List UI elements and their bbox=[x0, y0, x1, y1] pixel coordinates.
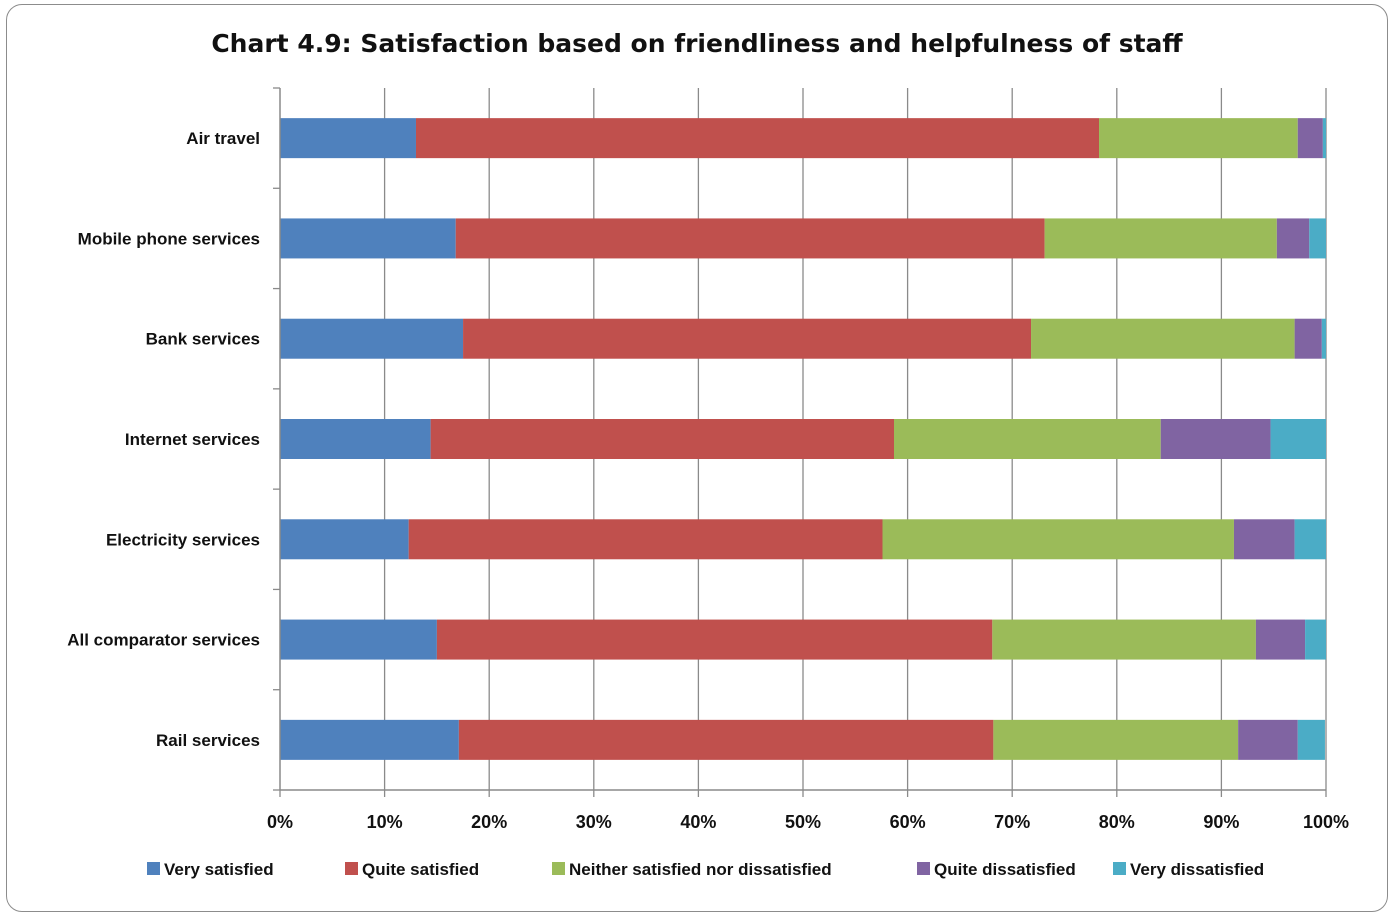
legend-label: Quite satisfied bbox=[362, 860, 479, 879]
legend-swatch bbox=[147, 862, 160, 875]
category-label: Air travel bbox=[186, 129, 260, 148]
bar-segment bbox=[430, 419, 895, 459]
bar-segment bbox=[280, 519, 409, 560]
legend-swatch bbox=[345, 862, 358, 875]
bar-segment bbox=[463, 318, 1032, 359]
x-tick-label: 10% bbox=[367, 812, 403, 832]
bar-segment bbox=[280, 318, 464, 359]
bar-segment bbox=[1294, 519, 1326, 560]
bar-segment bbox=[1294, 318, 1322, 359]
bar-segment bbox=[1297, 719, 1325, 760]
category-label: Rail services bbox=[156, 731, 260, 750]
bar-segment bbox=[280, 218, 456, 259]
legend-label: Neither satisfied nor dissatisfied bbox=[569, 860, 832, 879]
category-label: Electricity services bbox=[106, 530, 260, 549]
bar-segment bbox=[280, 719, 459, 760]
x-tick-label: 50% bbox=[785, 812, 821, 832]
bar-segment bbox=[1255, 619, 1306, 660]
bar-segment bbox=[1044, 218, 1277, 259]
bar-segment bbox=[1031, 318, 1295, 359]
bar-segment bbox=[1160, 419, 1271, 459]
bar-segment bbox=[1276, 218, 1310, 259]
bar-segment bbox=[408, 519, 883, 560]
bar-segment bbox=[993, 719, 1239, 760]
x-tick-label: 80% bbox=[1099, 812, 1135, 832]
x-tick-label: 100% bbox=[1303, 812, 1349, 832]
category-label: Mobile phone services bbox=[78, 229, 260, 248]
bar-segment bbox=[1321, 318, 1326, 359]
chart-title: Chart 4.9: Satisfaction based on friendl… bbox=[211, 29, 1183, 58]
category-label: All comparator services bbox=[67, 631, 260, 650]
legend-swatch bbox=[917, 862, 930, 875]
bar-segment bbox=[1233, 519, 1295, 560]
bar-segment bbox=[992, 619, 1256, 660]
bar-segment bbox=[1238, 719, 1298, 760]
bar-segment bbox=[280, 118, 416, 159]
x-tick-label: 20% bbox=[471, 812, 507, 832]
legend-label: Very dissatisfied bbox=[1130, 860, 1264, 879]
x-tick-label: 40% bbox=[680, 812, 716, 832]
bar-segment bbox=[1297, 118, 1323, 159]
legend-label: Very satisfied bbox=[164, 860, 274, 879]
bar-segment bbox=[882, 519, 1234, 560]
bar-segment bbox=[1305, 619, 1326, 660]
bar-segment bbox=[458, 719, 994, 760]
bar-segment bbox=[1270, 419, 1326, 459]
category-label: Internet services bbox=[125, 430, 260, 449]
legend-label: Quite dissatisfied bbox=[934, 860, 1076, 879]
bar-segment bbox=[455, 218, 1045, 259]
legend: Very satisfied Quite satisfied Neither sat… bbox=[147, 860, 1264, 879]
category-label: Bank services bbox=[146, 330, 260, 349]
bar-segment bbox=[1309, 218, 1326, 259]
axes: 0% 10% 20% 30% 40% 50% 60% 70% 80% 90% 100% Air tra… bbox=[67, 87, 1349, 832]
x-tick-label: 90% bbox=[1203, 812, 1239, 832]
legend-swatch bbox=[552, 862, 565, 875]
bar-segment bbox=[280, 619, 437, 660]
x-tick-label: 70% bbox=[994, 812, 1030, 832]
bar-segment bbox=[1099, 118, 1298, 159]
x-tick-label: 60% bbox=[890, 812, 926, 832]
bar-segment bbox=[436, 619, 993, 660]
x-tick-label: 0% bbox=[267, 812, 293, 832]
bar-segment bbox=[415, 118, 1100, 159]
bar-segment bbox=[894, 419, 1161, 459]
bar-segment bbox=[1322, 118, 1326, 159]
x-tick-label: 30% bbox=[576, 812, 612, 832]
bar-segment bbox=[280, 419, 431, 459]
bars bbox=[280, 118, 1326, 760]
legend-swatch bbox=[1113, 862, 1126, 875]
